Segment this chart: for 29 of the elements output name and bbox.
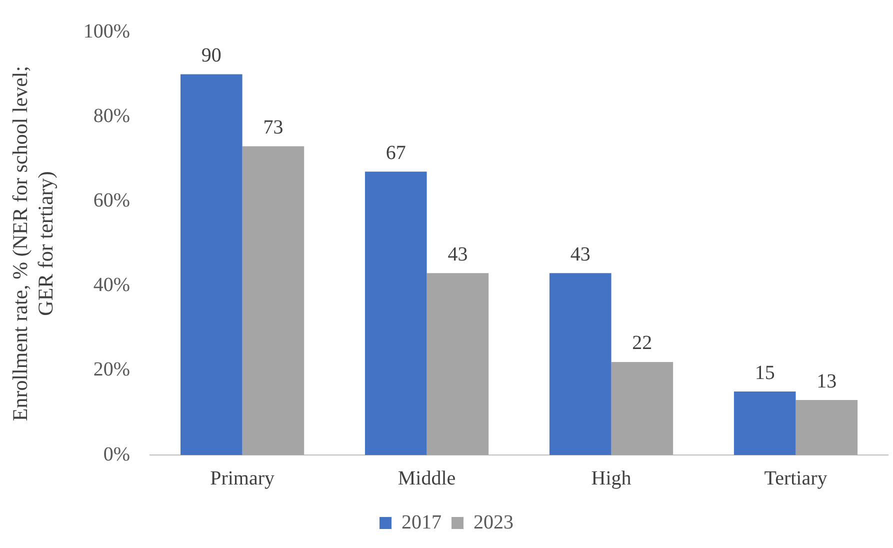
- legend-label: 2017: [402, 511, 442, 534]
- y-tick-label: 80%: [93, 104, 130, 127]
- bar: [242, 146, 304, 455]
- bar: [364, 172, 427, 455]
- y-axis-title: Enrollment rate, % (NER for school level; GER for tertiary): [8, 66, 58, 422]
- bar: [796, 400, 858, 455]
- bar: [180, 74, 242, 455]
- bar: [734, 392, 796, 455]
- y-tick-label: 0%: [103, 443, 130, 466]
- x-tick-label: Primary: [210, 467, 275, 490]
- x-tick-label: High: [591, 467, 632, 490]
- bar: [426, 273, 489, 455]
- data-label: 43: [570, 243, 590, 266]
- data-label: 15: [754, 362, 775, 384]
- x-tick-label: Middle: [398, 467, 456, 490]
- data-label: 43: [448, 243, 468, 266]
- y-tick-label: 40%: [93, 274, 130, 296]
- data-label: 90: [201, 44, 222, 67]
- y-tick-label: 100%: [83, 20, 130, 42]
- bar: [611, 362, 674, 455]
- data-label: 22: [632, 332, 652, 354]
- x-tick-label: Tertiary: [764, 467, 828, 490]
- y-tick-label: 60%: [93, 189, 130, 212]
- data-label: 13: [816, 370, 837, 392]
- legend-label: 2023: [474, 511, 514, 534]
- data-label: 67: [386, 142, 406, 164]
- data-label: 73: [263, 116, 284, 138]
- bar: [549, 273, 612, 455]
- y-tick-label: 20%: [93, 358, 130, 381]
